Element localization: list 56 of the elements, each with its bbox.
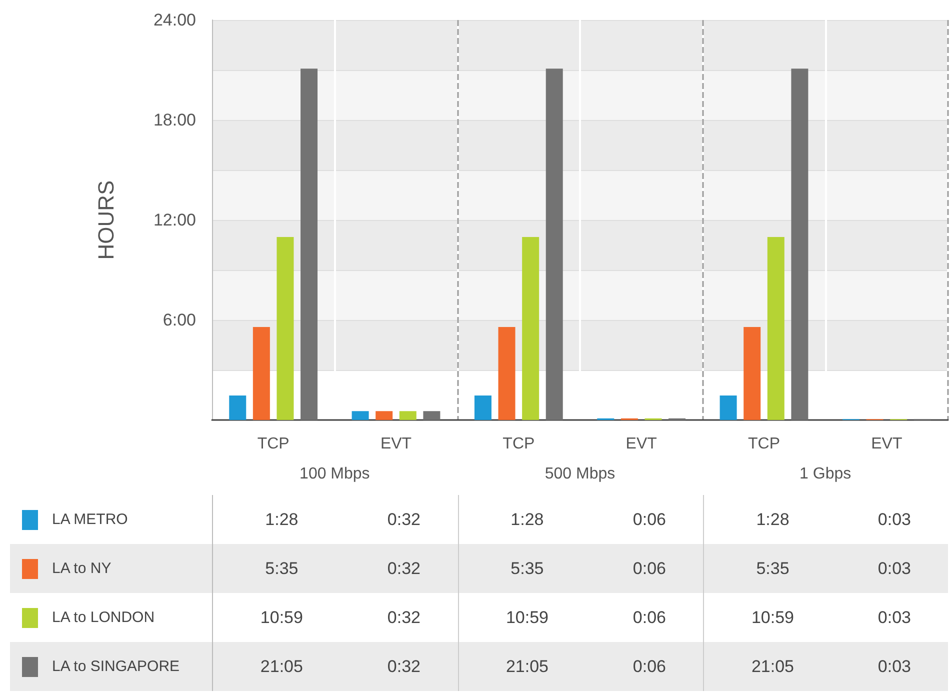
bar — [423, 411, 440, 420]
data-label: 10:59 — [504, 606, 550, 628]
bar — [767, 236, 784, 420]
data-label: 1:28 — [510, 508, 545, 530]
bar — [352, 411, 369, 420]
legend-label: LA METRO — [10, 495, 212, 544]
y-tick-label: 24:00 — [153, 10, 196, 30]
legend-label: LA to NY — [10, 544, 212, 593]
y-tick-label: 6:00 — [162, 310, 196, 330]
text: 100 Mbps — [300, 466, 370, 482]
data-label: 0:03 — [876, 558, 912, 580]
data-label: 0:06 — [596, 642, 704, 691]
x-tick-label: EVT — [626, 436, 658, 452]
y-tick-label: 12:00 — [153, 210, 196, 230]
data-label: 0:32 — [350, 642, 458, 691]
data-label: 0:06 — [596, 495, 704, 544]
y-axis-title: HOURS — [94, 180, 118, 260]
data-label: 21:05 — [259, 656, 304, 678]
bar — [744, 326, 761, 420]
bar — [399, 411, 416, 420]
x-tick-label: TCP — [257, 436, 290, 452]
data-label: 1:28 — [264, 508, 300, 530]
data-label: 0:03 — [876, 508, 912, 530]
bar — [720, 396, 737, 420]
data-label: 0:06 — [596, 593, 704, 642]
bar — [300, 68, 318, 420]
data-label: 0:03 — [876, 606, 912, 628]
bar — [791, 68, 808, 420]
y-tick-label: 18:00 — [153, 110, 196, 130]
data-label: 10:59 — [750, 606, 795, 628]
data-label: 21:05 — [750, 656, 795, 678]
bar — [546, 68, 563, 420]
data-label: 10:59 — [259, 606, 304, 628]
bar — [276, 236, 294, 420]
x-tick-label: TCP — [748, 436, 780, 452]
text: 500 Mbps — [544, 466, 616, 482]
bar — [522, 236, 540, 420]
data-label: 1:28 — [755, 508, 790, 530]
data-label: 0:32 — [350, 593, 458, 642]
x-tick-label: TCP — [502, 436, 535, 452]
data-label: 0:32 — [350, 495, 458, 544]
data-label: 5:35 — [755, 558, 790, 580]
bar — [376, 411, 393, 420]
x-tick-label: EVT — [871, 436, 902, 452]
bar — [474, 396, 492, 420]
x-tick-label: EVT — [380, 436, 412, 452]
data-label: 21:05 — [504, 656, 550, 678]
legend-label: LA to SINGAPORE — [10, 642, 212, 691]
text: 1 Gbps — [800, 466, 852, 482]
bar — [252, 326, 270, 420]
data-label: 0:03 — [876, 656, 912, 678]
bar — [498, 326, 516, 420]
legend-label: LA to LONDON — [10, 593, 212, 642]
data-label: 0:32 — [350, 544, 458, 593]
bar — [229, 396, 246, 420]
data-label: 0:06 — [596, 544, 704, 593]
